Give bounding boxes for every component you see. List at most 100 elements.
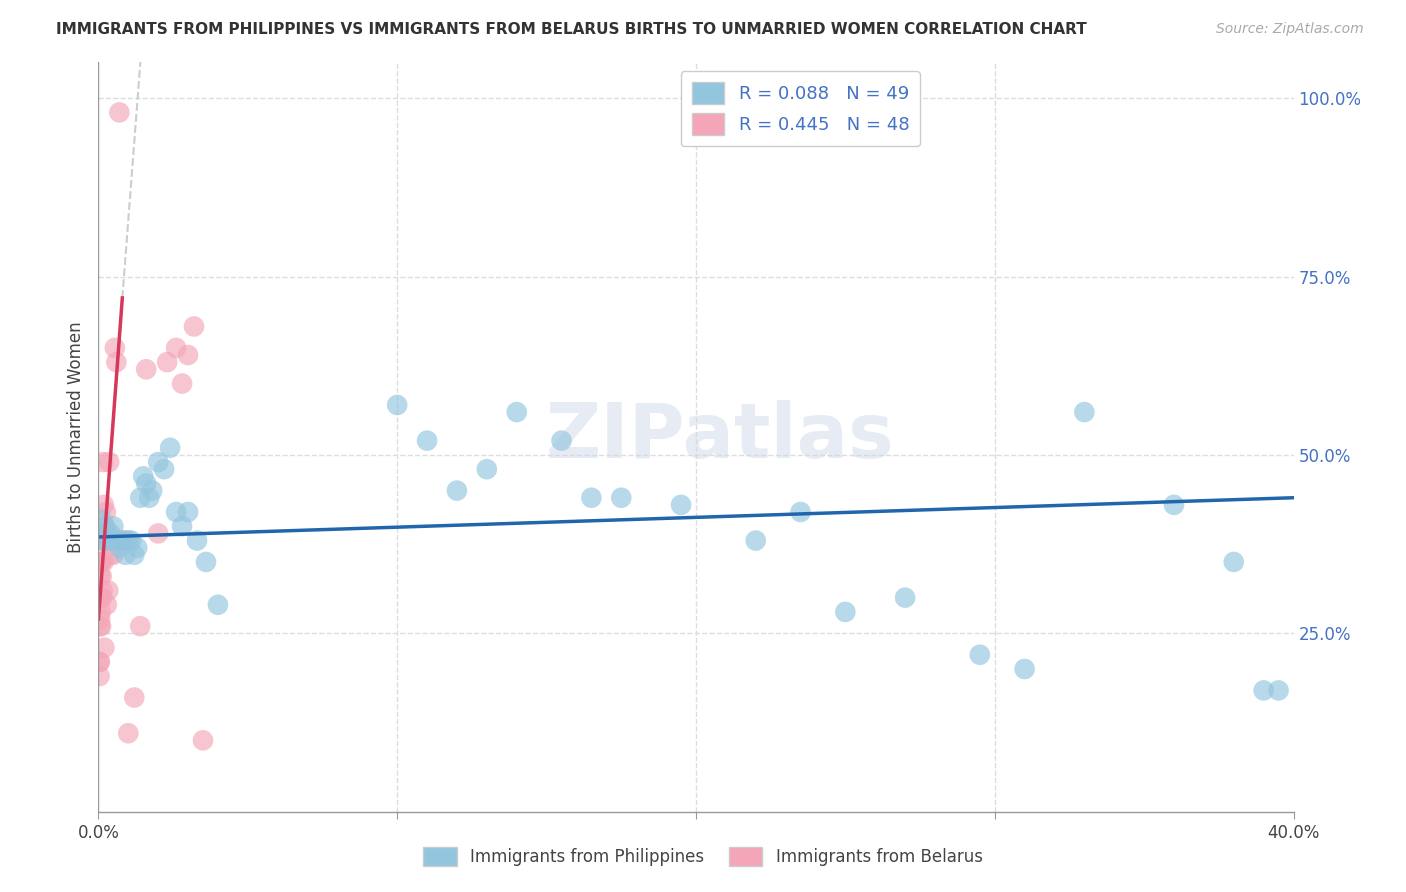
Point — [1253, 683, 1275, 698]
Point — [156, 355, 179, 369]
Point — [141, 483, 163, 498]
Point — [148, 526, 170, 541]
Point — [93, 640, 115, 655]
Point — [105, 355, 128, 369]
Point — [87, 526, 110, 541]
Point — [93, 519, 115, 533]
Point — [89, 669, 111, 683]
Point — [90, 605, 112, 619]
Point — [165, 505, 187, 519]
Point — [132, 469, 155, 483]
Point — [177, 348, 200, 362]
Point — [94, 505, 117, 519]
Point — [1163, 498, 1185, 512]
Point — [111, 533, 134, 548]
Point — [183, 319, 205, 334]
Point — [117, 533, 139, 548]
Point — [129, 619, 152, 633]
Point — [129, 491, 152, 505]
Point — [89, 569, 111, 583]
Text: Source: ZipAtlas.com: Source: ZipAtlas.com — [1216, 22, 1364, 37]
Point — [91, 533, 114, 548]
Point — [127, 541, 149, 555]
Point — [117, 726, 139, 740]
Text: ZIPatlas: ZIPatlas — [546, 401, 894, 474]
Point — [96, 533, 118, 548]
Point — [148, 455, 170, 469]
Point — [191, 733, 214, 747]
Point — [94, 519, 117, 533]
Point — [135, 476, 157, 491]
Point — [90, 526, 112, 541]
Point — [834, 605, 856, 619]
Point — [114, 548, 136, 562]
Point — [103, 519, 125, 533]
Point — [195, 555, 218, 569]
Point — [90, 569, 112, 583]
Point — [894, 591, 917, 605]
Point — [90, 555, 112, 569]
Point — [172, 519, 194, 533]
Point — [969, 648, 991, 662]
Point — [89, 655, 111, 669]
Text: IMMIGRANTS FROM PHILIPPINES VS IMMIGRANTS FROM BELARUS BIRTHS TO UNMARRIED WOMEN: IMMIGRANTS FROM PHILIPPINES VS IMMIGRANT… — [56, 22, 1087, 37]
Point — [89, 655, 111, 669]
Point — [114, 533, 136, 548]
Point — [108, 541, 131, 555]
Point — [506, 405, 529, 419]
Point — [98, 455, 121, 469]
Point — [1073, 405, 1095, 419]
Point — [475, 462, 498, 476]
Point — [91, 591, 114, 605]
Point — [96, 598, 118, 612]
Point — [581, 491, 603, 505]
Point — [89, 555, 111, 569]
Point — [97, 583, 120, 598]
Point — [186, 533, 208, 548]
Point — [172, 376, 194, 391]
Point — [104, 341, 127, 355]
Point — [89, 612, 111, 626]
Point — [153, 462, 176, 476]
Legend: R = 0.088   N = 49, R = 0.445   N = 48: R = 0.088 N = 49, R = 0.445 N = 48 — [681, 71, 920, 146]
Point — [98, 548, 122, 562]
Point — [90, 619, 112, 633]
Point — [135, 362, 157, 376]
Point — [108, 105, 131, 120]
Point — [207, 598, 229, 612]
Point — [789, 505, 811, 519]
Point — [93, 498, 115, 512]
Point — [669, 498, 692, 512]
Point — [1014, 662, 1036, 676]
Point — [90, 512, 112, 526]
Point — [90, 555, 112, 569]
Point — [103, 548, 125, 562]
Point — [91, 533, 114, 548]
Point — [138, 491, 160, 505]
Y-axis label: Births to Unmarried Women: Births to Unmarried Women — [66, 321, 84, 553]
Point — [93, 555, 115, 569]
Point — [91, 583, 114, 598]
Point — [91, 455, 114, 469]
Point — [1223, 555, 1246, 569]
Point — [111, 533, 134, 548]
Point — [124, 548, 146, 562]
Point — [93, 533, 115, 548]
Point — [416, 434, 439, 448]
Point — [124, 690, 146, 705]
Point — [105, 533, 128, 548]
Point — [745, 533, 768, 548]
Point — [89, 591, 111, 605]
Point — [159, 441, 181, 455]
Point — [610, 491, 633, 505]
Point — [89, 526, 111, 541]
Point — [550, 434, 572, 448]
Point — [100, 533, 122, 548]
Point — [1267, 683, 1289, 698]
Legend: Immigrants from Philippines, Immigrants from Belarus: Immigrants from Philippines, Immigrants … — [415, 838, 991, 875]
Point — [98, 526, 122, 541]
Point — [446, 483, 468, 498]
Point — [89, 619, 111, 633]
Point — [96, 526, 118, 541]
Point — [120, 533, 142, 548]
